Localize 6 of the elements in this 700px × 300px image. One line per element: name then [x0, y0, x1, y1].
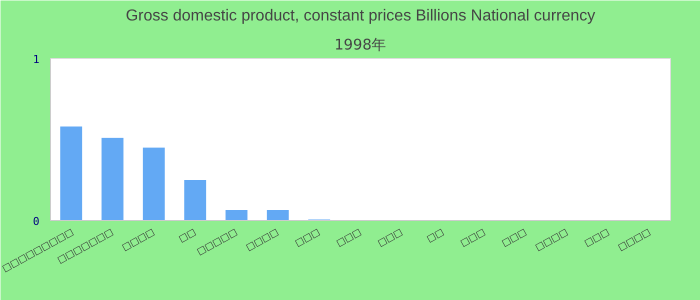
x-tick-label: □□: [425, 226, 446, 245]
x-tick-label: □□: [177, 226, 198, 245]
y-tick-label: 0: [32, 215, 40, 228]
chart-title: Gross domestic product, constant prices Billions National currency: [126, 8, 596, 24]
y-tick-label: 1: [32, 53, 40, 66]
chart-subtitle: 1998年: [334, 36, 387, 54]
